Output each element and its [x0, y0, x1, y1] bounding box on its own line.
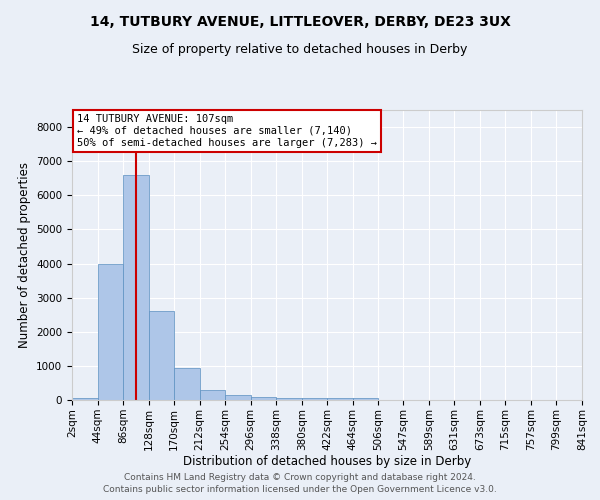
Text: Size of property relative to detached houses in Derby: Size of property relative to detached ho… — [133, 42, 467, 56]
X-axis label: Distribution of detached houses by size in Derby: Distribution of detached houses by size … — [183, 456, 471, 468]
Bar — [302, 398, 328, 400]
Text: Contains public sector information licensed under the Open Government Licence v3: Contains public sector information licen… — [103, 485, 497, 494]
Bar — [225, 395, 251, 400]
Bar — [174, 368, 200, 400]
Bar — [149, 312, 174, 400]
Bar — [328, 398, 353, 400]
Text: Contains HM Land Registry data © Crown copyright and database right 2024.: Contains HM Land Registry data © Crown c… — [124, 474, 476, 482]
Bar — [200, 390, 225, 400]
Y-axis label: Number of detached properties: Number of detached properties — [17, 162, 31, 348]
Bar — [276, 398, 302, 400]
Text: 14, TUTBURY AVENUE, LITTLEOVER, DERBY, DE23 3UX: 14, TUTBURY AVENUE, LITTLEOVER, DERBY, D… — [89, 15, 511, 29]
Bar — [72, 398, 98, 400]
Bar — [353, 398, 379, 400]
Bar — [251, 396, 276, 400]
Bar — [123, 175, 149, 400]
Text: 14 TUTBURY AVENUE: 107sqm
← 49% of detached houses are smaller (7,140)
50% of se: 14 TUTBURY AVENUE: 107sqm ← 49% of detac… — [77, 114, 377, 148]
Bar — [98, 264, 123, 400]
